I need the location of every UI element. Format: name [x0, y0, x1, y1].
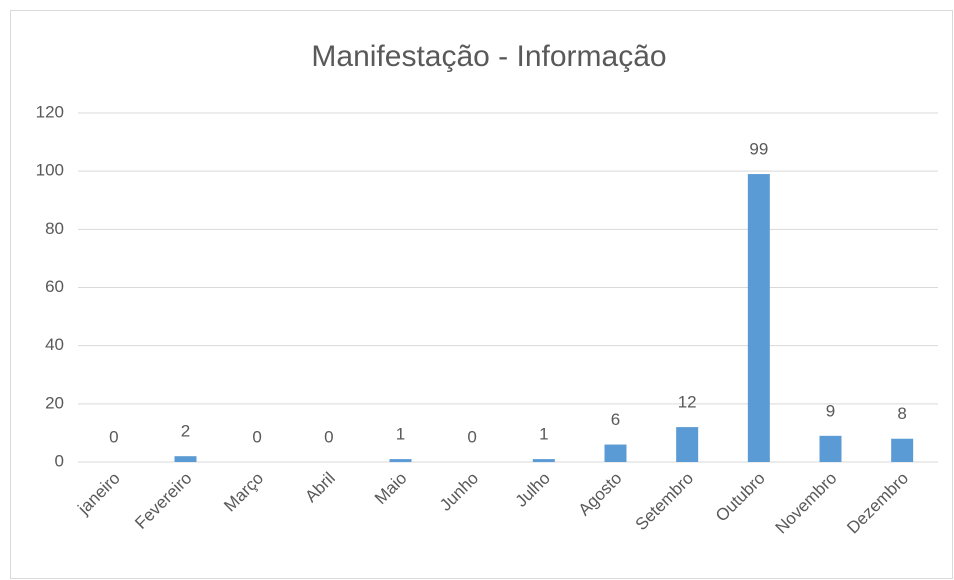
data-label: 1 [539, 425, 548, 444]
bar [891, 438, 914, 462]
data-label: 2 [181, 422, 190, 441]
y-tick-label: 80 [45, 219, 64, 238]
data-label: 6 [611, 410, 620, 429]
data-label: 0 [252, 427, 261, 446]
y-tick-label: 20 [45, 393, 64, 412]
bar [532, 459, 555, 462]
bar [389, 459, 412, 462]
y-tick-label: 0 [55, 451, 64, 470]
data-label: 99 [749, 140, 768, 159]
y-tick-label: 100 [36, 161, 64, 180]
bar [604, 444, 627, 462]
data-label: 0 [324, 427, 333, 446]
bar [676, 427, 699, 462]
y-tick-label: 40 [45, 335, 64, 354]
data-label: 0 [467, 427, 476, 446]
chart-border [10, 10, 953, 579]
data-label: 1 [396, 425, 405, 444]
y-tick-label: 120 [36, 102, 64, 121]
data-label: 12 [678, 393, 697, 412]
bar [819, 435, 842, 462]
y-tick-label: 60 [45, 277, 64, 296]
bar [747, 174, 770, 462]
chart-title: Manifestação - Informação [311, 40, 666, 73]
data-label: 0 [109, 427, 118, 446]
data-label: 8 [897, 404, 906, 423]
data-label: 9 [826, 401, 835, 420]
bar [174, 456, 197, 462]
